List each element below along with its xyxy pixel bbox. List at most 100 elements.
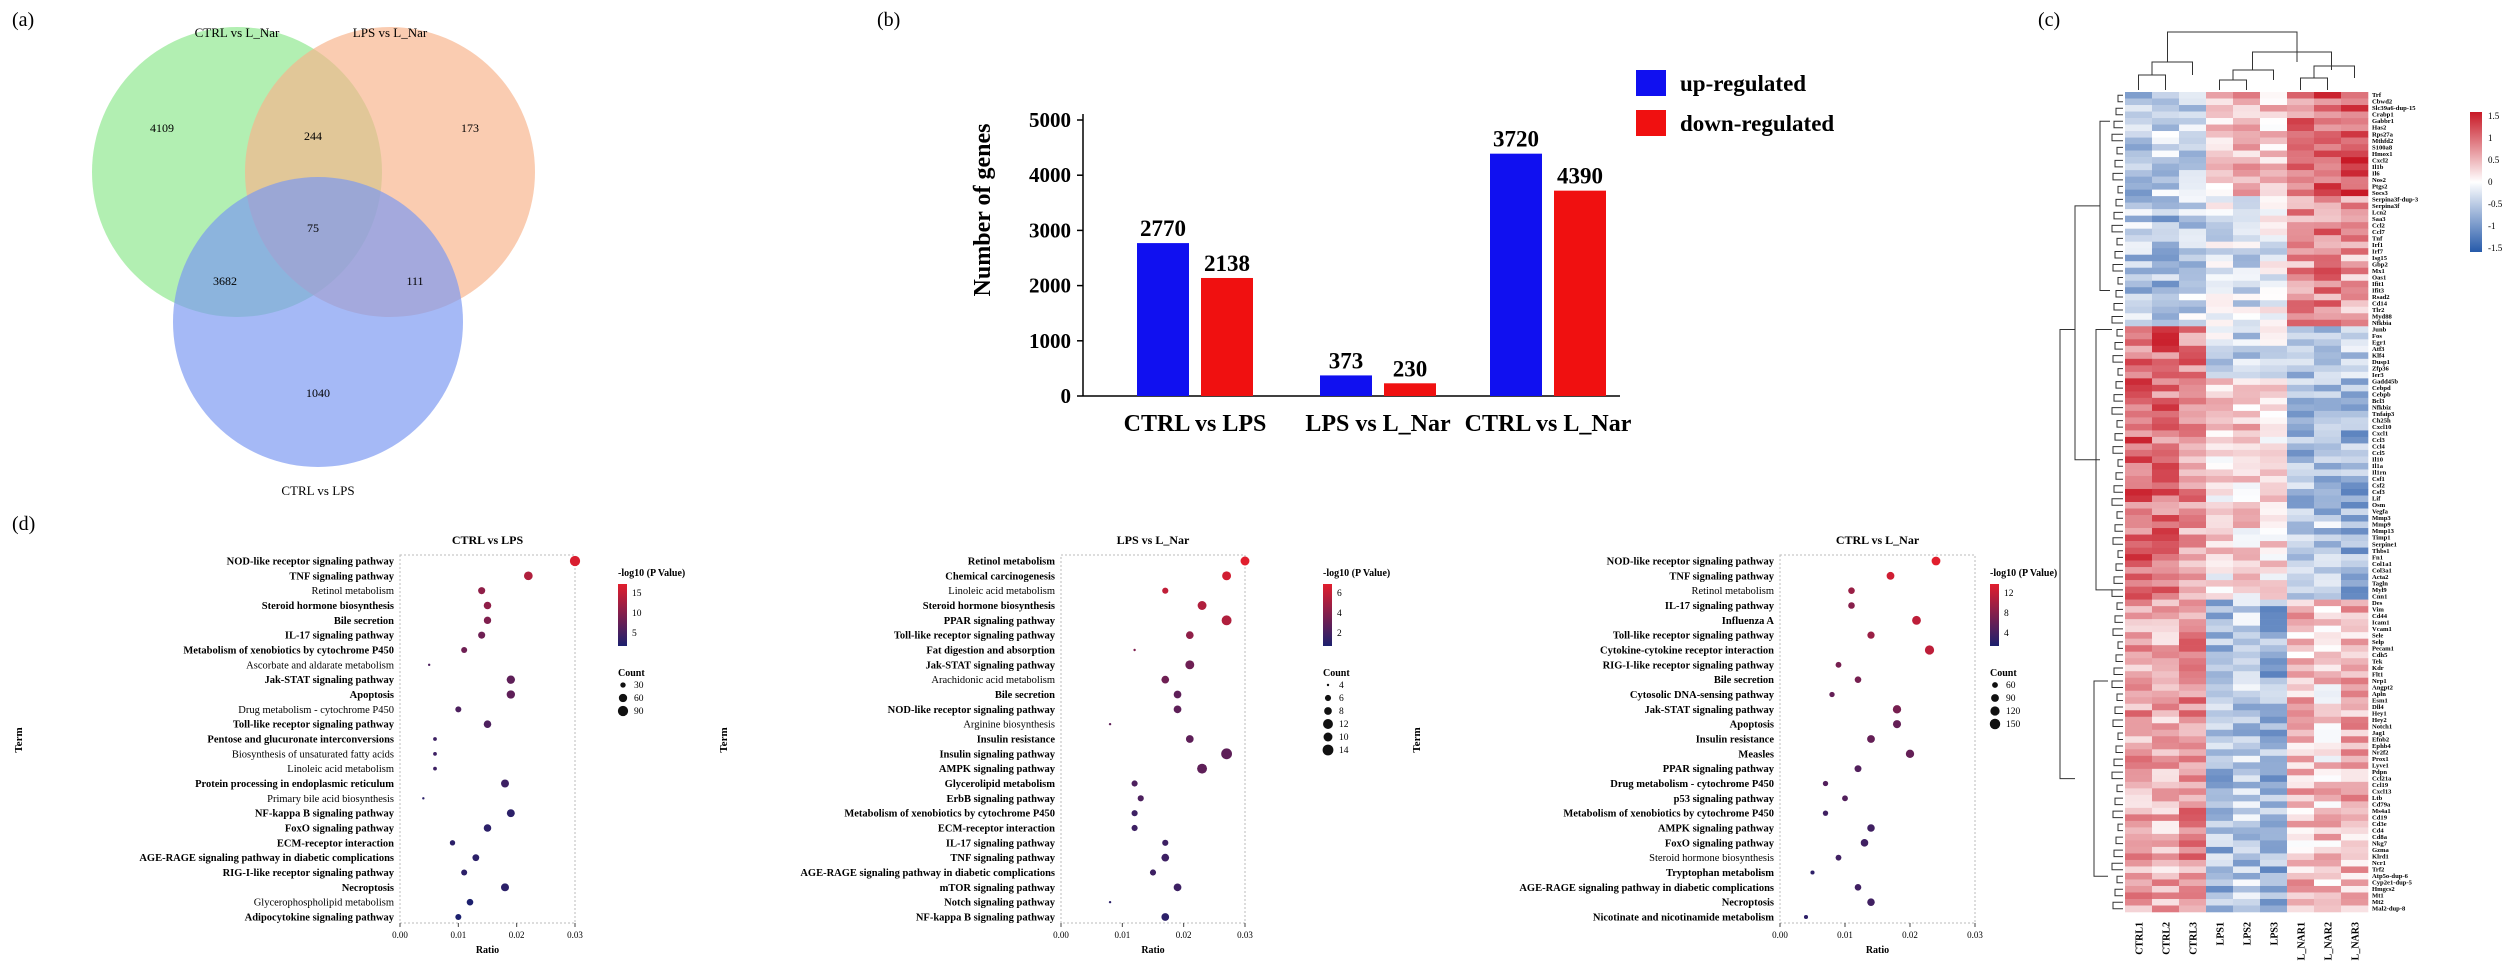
heatmap-cell [2206, 762, 2234, 770]
heatmap-cell [2314, 833, 2342, 841]
dendrogram-branch [2117, 550, 2123, 558]
dendrogram-branch [2074, 205, 2100, 461]
heatmap-cell [2125, 475, 2153, 483]
dendrogram-branch [2115, 563, 2123, 571]
heatmap-cell [2341, 469, 2369, 477]
heatmap-cell [2206, 638, 2234, 646]
heatmap-cell [2341, 105, 2369, 112]
heatmap-cell [2152, 619, 2180, 626]
heatmap-cell [2206, 573, 2234, 581]
heatmap-cell [2287, 502, 2315, 509]
heatmap-row-label: S100a8 [2372, 144, 2393, 151]
bubble-term-label: Toll-like receptor signaling pathway [894, 631, 1056, 642]
heatmap-cell [2287, 176, 2315, 184]
heatmap-color-scale: 1.510.50-0.5-1-1.5 [2470, 111, 2503, 253]
heatmap-cell [2314, 625, 2342, 633]
heatmap-row-label: Irf7 [2372, 248, 2384, 255]
heatmap-cell [2179, 762, 2207, 770]
bubble-point [1848, 587, 1855, 594]
bubble-point [1803, 914, 1809, 920]
heatmap-cell [2206, 430, 2234, 438]
heatmap-cell [2152, 664, 2180, 672]
bubble-term-label: Tryptophan metabolism [1666, 868, 1774, 879]
bubble-size-legend-dot [1990, 706, 2000, 716]
heatmap-cell [2125, 436, 2153, 444]
heatmap-cell [2341, 599, 2369, 607]
dendrogram-branch [2113, 303, 2123, 311]
heatmap-cell [2206, 417, 2234, 425]
heatmap-cell [2152, 235, 2180, 242]
heatmap-cell [2314, 98, 2342, 106]
heatmap-cell [2152, 625, 2180, 633]
heatmap-cell [2260, 417, 2288, 425]
heatmap-cell [2233, 651, 2261, 659]
heatmap-row-label: Col3a1 [2372, 567, 2392, 574]
heatmap-cell [2260, 228, 2288, 236]
heatmap-cell [2233, 619, 2261, 626]
heatmap-cell [2206, 885, 2234, 893]
bubble-point [483, 601, 492, 610]
heatmap-cell [2179, 580, 2207, 587]
heatmap-cell [2179, 567, 2207, 574]
heatmap-row-label: Dusp1 [2372, 359, 2390, 366]
heatmap-cell [2179, 794, 2207, 802]
heatmap-cell [2152, 365, 2180, 373]
heatmap-cell [2152, 352, 2180, 360]
heatmap-cell [2233, 254, 2261, 262]
heatmap-cell [2152, 567, 2180, 574]
heatmap-cell [2206, 248, 2234, 255]
heatmap-cell [2125, 131, 2153, 138]
heatmap-cell [2125, 515, 2153, 522]
heatmap-cell [2287, 222, 2315, 229]
heatmap-cell [2179, 235, 2207, 242]
bubble-point [506, 690, 516, 699]
heatmap-cell [2152, 528, 2180, 535]
heatmap-cell [2233, 170, 2261, 177]
heatmap-cell [2125, 306, 2153, 314]
bubble-term-label: Cytokine-cytokine receptor interaction [1600, 646, 1774, 657]
heatmap-cell [2233, 449, 2261, 457]
dendrogram-branch [2099, 120, 2110, 291]
heatmap-cell [2125, 625, 2153, 633]
heatmap-cell [2125, 703, 2153, 711]
heatmap-cell [2179, 677, 2207, 685]
heatmap-cell [2260, 827, 2288, 835]
heatmap-cell [2287, 410, 2315, 418]
heatmap-cell [2341, 176, 2369, 184]
heatmap-cell [2341, 885, 2369, 893]
heatmap-cell [2341, 879, 2369, 887]
heatmap-cell [2206, 599, 2234, 607]
dendrogram-branch [2114, 706, 2123, 715]
heatmap-cell [2260, 157, 2288, 164]
heatmap-cell [2341, 677, 2369, 685]
heatmap-cell [2179, 521, 2207, 529]
heatmap-cell [2206, 371, 2234, 379]
dendrogram-branch [2252, 51, 2332, 70]
bubble-term-label: Nicotinate and nicotinamide metabolism [1593, 913, 1774, 924]
heatmap-cell [2206, 222, 2234, 229]
heatmap-cell [2233, 586, 2261, 594]
heatmap-cell [2314, 391, 2342, 399]
dendrogram-branch [2117, 368, 2123, 376]
heatmap-cell [2125, 606, 2153, 613]
bubble-plot-title: CTRL vs L_Nar [1836, 533, 1920, 547]
bubble-point [478, 631, 486, 639]
heatmap-cell [2287, 638, 2315, 646]
bubble-point [1822, 780, 1829, 787]
heatmap-cell [2179, 456, 2207, 464]
heatmap-cell [2341, 528, 2369, 535]
dendrogram-branch [2115, 472, 2123, 480]
heatmap-cell [2179, 788, 2207, 796]
bubble-point [1108, 722, 1112, 726]
heatmap-cell [2179, 482, 2207, 490]
heatmap-cell [2341, 508, 2369, 516]
heatmap-cell [2287, 300, 2315, 308]
heatmap-cell [2179, 170, 2207, 177]
heatmap-cell [2152, 404, 2180, 412]
heatmap-cell [2341, 495, 2369, 503]
bubble-point [1867, 631, 1875, 639]
heatmap-cell [2287, 541, 2315, 548]
heatmap-cell [2233, 157, 2261, 164]
dendrogram-branch [2116, 511, 2123, 519]
